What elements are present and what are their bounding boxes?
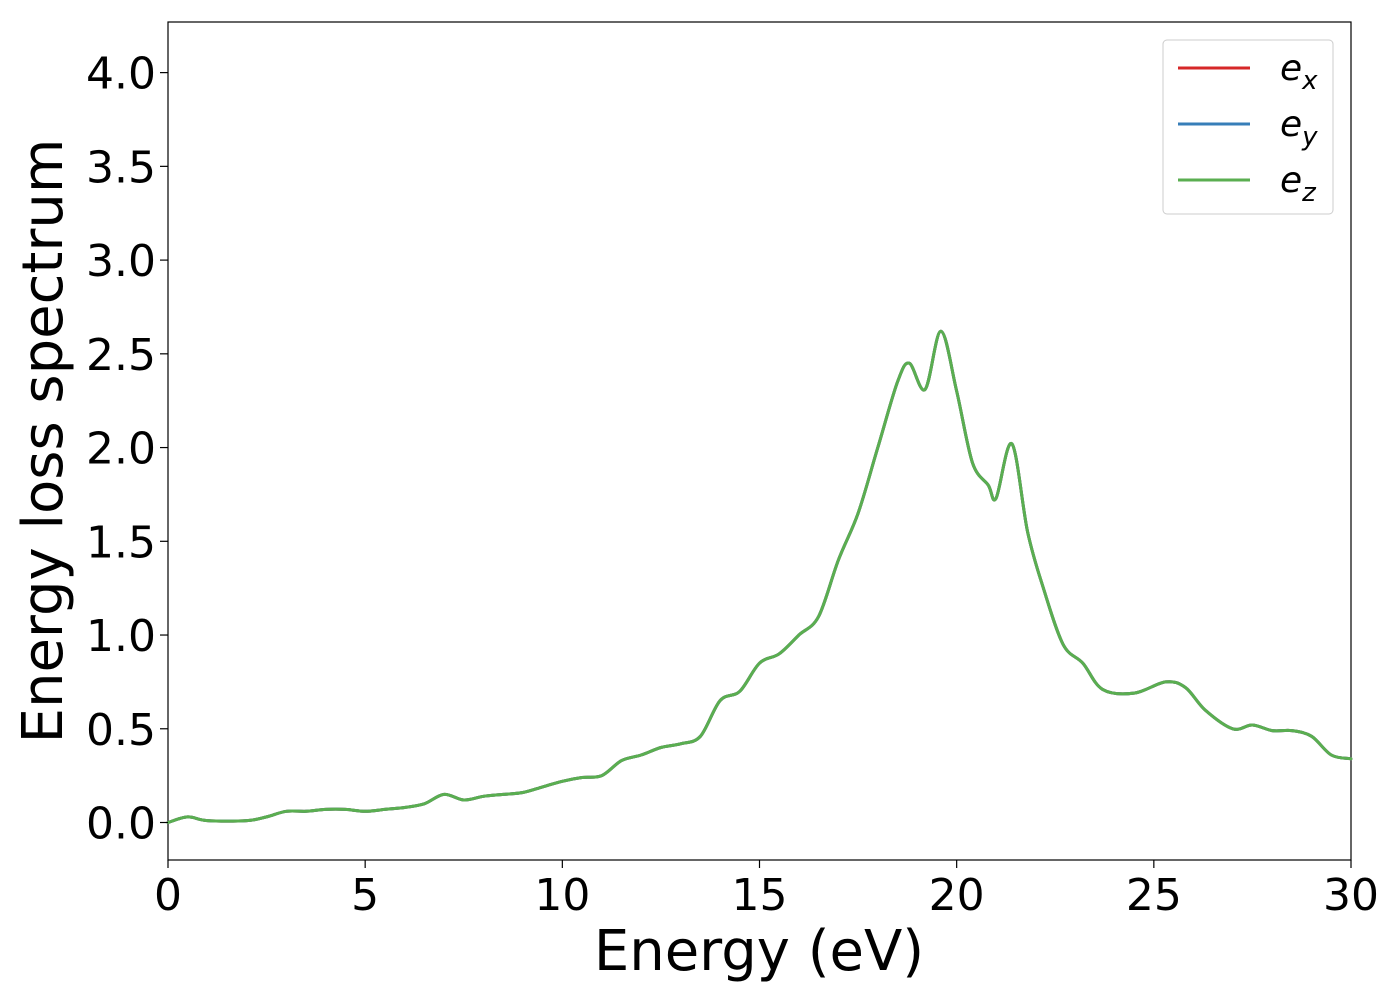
- y-axis: 0.0 0.5 1.0 1.5 2.0 2.5 3.0 3.5 4.0: [86, 49, 168, 850]
- y-tick-label: 1.5: [86, 517, 156, 568]
- legend: ex ey ez: [1162, 39, 1334, 215]
- series-line-e-z: [166, 329, 1353, 824]
- y-tick-label: 1.0: [86, 611, 156, 662]
- x-tick-label: 5: [351, 870, 379, 921]
- x-tick-label: 30: [1323, 870, 1379, 921]
- series-layer: [166, 329, 1353, 824]
- y-tick-label: 4.0: [86, 49, 156, 100]
- legend-label-e-z: ez: [1280, 160, 1317, 208]
- legend-frame: [1162, 39, 1334, 215]
- y-tick-label: 0.5: [86, 705, 156, 756]
- x-tick-label: 10: [534, 870, 590, 921]
- legend-label-e-y: ey: [1280, 104, 1318, 152]
- y-axis-label: Energy loss spectrum: [11, 139, 76, 744]
- x-tick-label: 0: [154, 870, 182, 921]
- y-tick-label: 0.0: [86, 799, 156, 850]
- legend-label-e-x: ex: [1280, 48, 1318, 96]
- y-tick-label: 3.0: [86, 236, 156, 287]
- x-axis-label: Energy (eV): [594, 919, 924, 984]
- y-tick-label: 3.5: [86, 142, 156, 193]
- series-line-e-y: [166, 329, 1353, 824]
- series-line-e-x: [166, 329, 1353, 824]
- x-tick-label: 15: [732, 870, 788, 921]
- x-axis: 0 5 10 15 20 25 30: [154, 860, 1379, 921]
- legend-entries: ex ey ez: [1178, 48, 1318, 208]
- y-tick-label: 2.0: [86, 424, 156, 475]
- x-tick-label: 25: [1126, 870, 1182, 921]
- y-tick-label: 2.5: [86, 330, 156, 381]
- x-tick-label: 20: [929, 870, 985, 921]
